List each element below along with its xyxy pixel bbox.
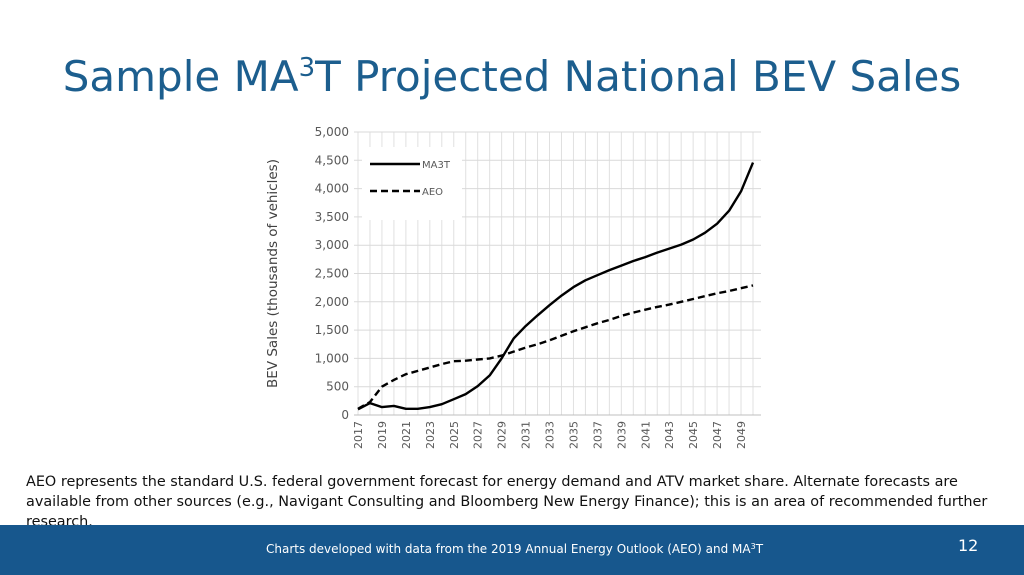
series-line-ma3t [357, 162, 755, 411]
x-tick-label: 2035 [567, 421, 580, 449]
x-tick-label: 2023 [424, 421, 437, 449]
legend-label-aeo: AEO [422, 187, 443, 198]
legend-label-ma3t: MA3T [422, 160, 451, 171]
slide-title: Sample MA3T Projected National BEV Sales [0, 52, 1024, 101]
y-tick-label: 4,000 [315, 182, 349, 196]
title-text-post: T Projected National BEV Sales [315, 52, 962, 101]
bev-sales-chart: 0 500 1,000 1,500 2,000 2,500 3,000 3,500 4,000 4… [265, 125, 761, 449]
y-axis-title: BEV Sales (thousands of vehicles) [265, 159, 281, 388]
aeo-footnote: AEO represents the standard U.S. federal… [26, 474, 988, 530]
y-tick-label: 3,000 [315, 238, 349, 252]
y-tick-label: 3,500 [315, 210, 349, 224]
x-tick-label: 2031 [520, 421, 533, 449]
title-text-pre: Sample MA [62, 52, 299, 101]
legend-box [362, 147, 462, 220]
x-tick-label: 2041 [639, 421, 652, 449]
title-superscript: 3 [298, 53, 316, 83]
x-tick-label: 2045 [687, 421, 700, 449]
y-tick-label: 5,000 [315, 125, 349, 139]
page-number: 12 [958, 536, 979, 555]
x-tick-label: 2027 [472, 421, 485, 449]
x-tick-label: 2025 [448, 421, 461, 449]
x-tick-label: 2049 [735, 421, 748, 449]
x-tick-label: 2017 [352, 421, 365, 449]
y-tick-label: 2,000 [315, 295, 349, 309]
series-line-aeo [357, 284, 754, 410]
y-tick-label: 1,000 [315, 351, 349, 365]
x-tick-label: 2021 [400, 421, 413, 449]
y-tick-label: 0 [341, 408, 349, 422]
footer-credit-superscript: 3 [750, 542, 756, 551]
y-tick-label: 4,500 [315, 153, 349, 167]
x-tick-label: 2047 [711, 421, 724, 449]
y-tick-label: 500 [326, 380, 349, 394]
footer-credit: Charts developed with data from the 2019… [266, 542, 763, 556]
y-tick-label: 1,500 [315, 323, 349, 337]
x-tick-label: 2039 [615, 421, 628, 449]
x-tick-label: 2043 [663, 421, 676, 449]
x-tick-label: 2033 [544, 421, 557, 449]
x-tick-label: 2029 [496, 421, 509, 449]
footer-bar: Charts developed with data from the 2019… [0, 525, 1024, 575]
footer-credit-post: T [755, 542, 764, 556]
y-tick-label: 2,500 [315, 267, 349, 281]
x-tick-label: 2019 [376, 421, 389, 449]
x-tick-label: 2037 [591, 421, 604, 449]
footer-credit-pre: Charts developed with data from the 2019… [266, 542, 751, 556]
